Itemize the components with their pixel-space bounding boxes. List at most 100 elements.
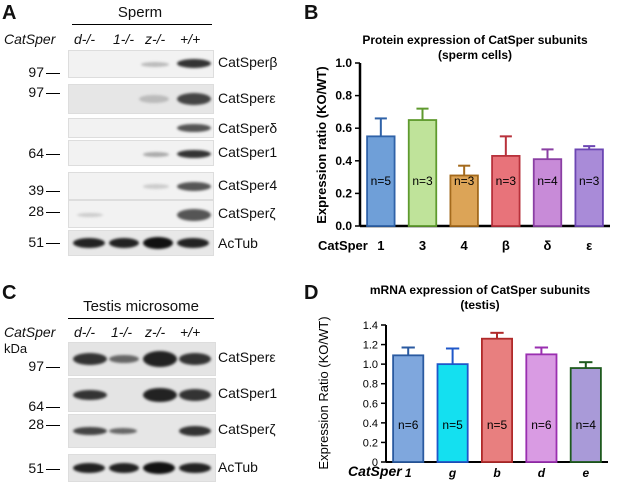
chart-d-plot: 0 0.2 0.4 0.6 0.8 1.0 1.2 1.4 n=6 1 n=5 g n=5 b n=6 d n=… xyxy=(363,320,608,480)
category-label: 1 xyxy=(405,466,412,480)
mw-tick xyxy=(46,407,60,408)
category-label: δ xyxy=(544,238,552,253)
band-label: CatSper1 xyxy=(218,144,278,160)
y-tick-label: 0.4 xyxy=(363,418,378,430)
category-label: 4 xyxy=(461,238,469,253)
chart-b-title: Protein expression of CatSper subunits xyxy=(362,33,588,47)
band xyxy=(179,463,211,473)
category-label: 3 xyxy=(419,238,426,253)
band-label: CatSperε xyxy=(218,90,276,106)
mw-tick xyxy=(46,367,60,368)
chart-b-plot: 0.0 0.2 0.4 0.6 0.8 1.0 n=5 1 n=3 3 n=3 4 n=3 β n=4 δ n=… xyxy=(335,56,610,253)
chart-b-ylabel: Expression ratio (KO/WT) xyxy=(314,66,329,223)
band-label: CatSperε xyxy=(218,349,276,365)
blot-catsper4 xyxy=(68,172,214,200)
band xyxy=(177,124,211,132)
n-label: n=5 xyxy=(442,418,463,432)
panel-a-lane-d: d-/- xyxy=(74,31,95,47)
band-label: CatSper1 xyxy=(218,385,278,401)
band xyxy=(177,209,211,221)
y-tick-label: 1.2 xyxy=(363,340,378,352)
y-tick-label: 0 xyxy=(372,457,378,469)
bar xyxy=(532,158,563,227)
band xyxy=(139,95,169,103)
chart-d-subtitle: (testis) xyxy=(460,298,499,312)
band xyxy=(177,238,209,248)
bar xyxy=(481,337,513,463)
panel-d-label: D xyxy=(304,282,319,304)
blot-c-catsper-zeta xyxy=(68,414,216,448)
mw-marker: 64 xyxy=(28,398,44,414)
bar xyxy=(436,363,469,463)
chart-b-subtitle: (sperm cells) xyxy=(438,48,512,62)
band xyxy=(143,388,177,402)
band xyxy=(143,351,177,367)
band xyxy=(73,353,107,365)
band-label: AcTub xyxy=(218,459,258,475)
panel-c-header-line xyxy=(68,318,214,319)
chart-b-xlabel: CatSper xyxy=(318,238,368,253)
chart-d: mRNA expression of CatSper subunits (tes… xyxy=(316,283,608,480)
band xyxy=(177,59,211,68)
band xyxy=(73,390,107,400)
band xyxy=(179,353,211,365)
y-tick-label: 0.2 xyxy=(363,437,378,449)
y-tick-label: 0.8 xyxy=(335,89,352,103)
category-label: b xyxy=(493,466,500,480)
bar xyxy=(392,354,425,463)
chart-d-xlabel: CatSper xyxy=(348,463,403,479)
band xyxy=(179,389,211,401)
band xyxy=(109,355,139,363)
panel-c-lane-d: d-/- xyxy=(74,324,95,340)
panel-c-kda-label: kDa xyxy=(4,341,28,356)
band xyxy=(143,462,175,474)
panel-c-row-label: CatSper xyxy=(4,324,56,340)
mw-tick xyxy=(46,93,60,94)
band xyxy=(109,463,139,473)
mw-marker: 64 xyxy=(28,145,44,161)
mw-tick xyxy=(46,469,60,470)
band xyxy=(73,463,105,473)
mw-marker: 97 xyxy=(28,64,44,80)
band-label: CatSperδ xyxy=(218,120,278,136)
n-label: n=3 xyxy=(579,174,600,188)
n-label: n=3 xyxy=(412,174,433,188)
panel-c-label: C xyxy=(2,282,17,304)
blot-catsper1 xyxy=(68,140,214,166)
y-tick-label: 0.6 xyxy=(363,398,378,410)
y-tick-label: 1.0 xyxy=(335,56,352,70)
band xyxy=(141,62,169,67)
band xyxy=(109,428,137,434)
blot-catsper-zeta xyxy=(68,200,214,228)
band xyxy=(177,93,211,105)
n-label: n=3 xyxy=(454,174,475,188)
chart-d-ylabel: Expression Ratio (KO/WT) xyxy=(316,316,331,469)
y-tick-label: 0.6 xyxy=(335,121,352,135)
mw-marker: 97 xyxy=(28,358,44,374)
band xyxy=(109,238,139,248)
bar xyxy=(569,367,602,463)
mw-marker: 97 xyxy=(28,84,44,100)
n-label: n=4 xyxy=(576,418,597,432)
panel-a-lane-z: z-/- xyxy=(145,31,166,47)
band xyxy=(143,184,169,189)
band xyxy=(179,426,211,436)
mw-tick xyxy=(46,154,60,155)
y-tick-label: 1.0 xyxy=(363,359,378,371)
panel-a-lane-1: 1-/- xyxy=(113,31,134,47)
y-tick-label: 0.2 xyxy=(335,186,352,200)
category-label: ε xyxy=(586,238,592,253)
bar xyxy=(525,353,558,463)
y-tick-label: 0.8 xyxy=(363,379,378,391)
mw-marker: 51 xyxy=(28,460,44,476)
n-label: n=6 xyxy=(398,418,419,432)
panel-a-header-line xyxy=(72,24,212,25)
panel-a-row-label: CatSper xyxy=(4,31,56,47)
n-label: n=5 xyxy=(371,174,392,188)
mw-tick xyxy=(46,73,60,74)
band xyxy=(177,150,211,158)
chart-b: Protein expression of CatSper subunits (… xyxy=(314,33,610,253)
n-label: n=5 xyxy=(487,418,508,432)
band xyxy=(73,238,105,248)
mw-tick xyxy=(46,212,60,213)
